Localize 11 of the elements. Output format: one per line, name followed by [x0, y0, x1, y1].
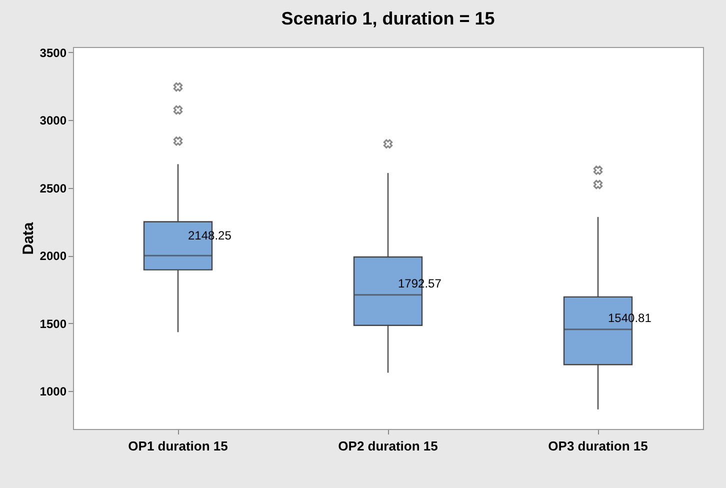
y-axis-title: Data [20, 222, 37, 255]
chart-title: Scenario 1, duration = 15 [281, 8, 495, 28]
y-tick-label: 3000 [40, 114, 67, 128]
y-tick-label: 1500 [40, 316, 67, 331]
x-tick-label: OP1 duration 15 [128, 438, 228, 454]
y-tick-label: 2500 [40, 181, 67, 196]
y-tick-label: 1000 [40, 384, 67, 399]
y-tick-label: 2000 [40, 249, 67, 264]
y-tick-label: 3500 [40, 46, 67, 60]
x-tick-label: OP2 duration 15 [338, 438, 438, 454]
x-tick-label: OP3 duration 15 [548, 438, 648, 454]
